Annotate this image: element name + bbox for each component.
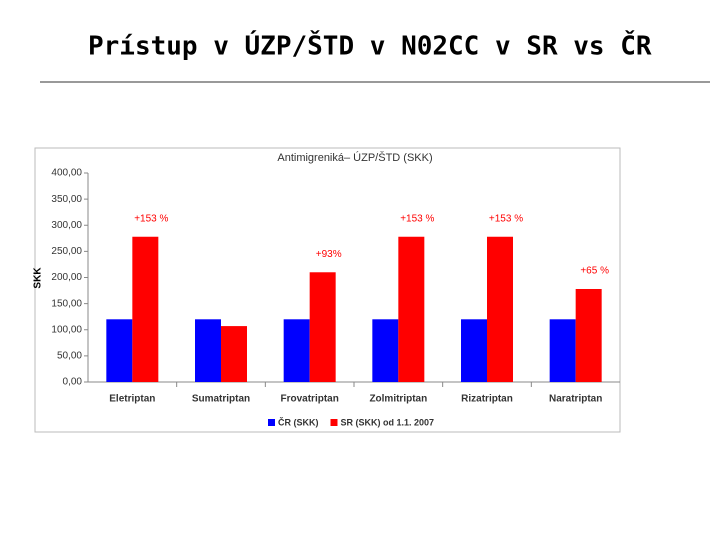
y-tick-label: 0,00 [63, 377, 83, 388]
legend-swatch [268, 419, 275, 426]
bar [132, 236, 159, 382]
y-tick-label: 250,00 [51, 246, 82, 257]
annotation: +153 % [134, 213, 168, 224]
slide-title: Prístup v ÚZP/ŠTD v N02CC v SR vs ČR [88, 30, 652, 62]
legend-label: ČR (SKK) [278, 416, 319, 427]
annotation: +93% [316, 249, 342, 260]
y-tick-label: 150,00 [51, 298, 82, 309]
x-tick-label: Rizatriptan [461, 394, 513, 405]
y-tick-label: 350,00 [51, 194, 82, 205]
legend-label: SR (SKK) od 1.1. 2007 [341, 417, 435, 427]
legend-swatch [330, 419, 338, 426]
bar [398, 236, 425, 382]
y-axis-label: SKK [33, 267, 44, 289]
bar [106, 319, 133, 382]
annotation: +65 % [580, 266, 609, 277]
bar [549, 319, 576, 382]
x-tick-label: Eletriptan [109, 394, 155, 405]
x-tick-label: Frovatriptan [280, 394, 338, 405]
x-tick-label: Zolmitriptan [369, 394, 427, 405]
chart-title: Antimigreniká– ÚZP/ŠTD (SKK) [277, 151, 432, 164]
annotation: +153 % [400, 213, 434, 224]
y-tick-label: 100,00 [51, 324, 82, 335]
y-tick-label: 50,00 [57, 351, 82, 362]
x-tick-label: Naratriptan [549, 394, 602, 405]
y-tick-label: 300,00 [51, 220, 82, 231]
x-tick-label: Sumatriptan [192, 394, 250, 405]
bar [283, 319, 310, 382]
bar [309, 272, 336, 382]
bar [195, 319, 221, 382]
bar [372, 319, 399, 382]
annotation: +153 % [489, 213, 523, 224]
bar [487, 236, 513, 382]
bar [461, 319, 487, 382]
bar [575, 288, 602, 382]
bar [221, 326, 247, 382]
y-tick-label: 200,00 [51, 272, 82, 283]
y-tick-label: 400,00 [51, 168, 82, 179]
